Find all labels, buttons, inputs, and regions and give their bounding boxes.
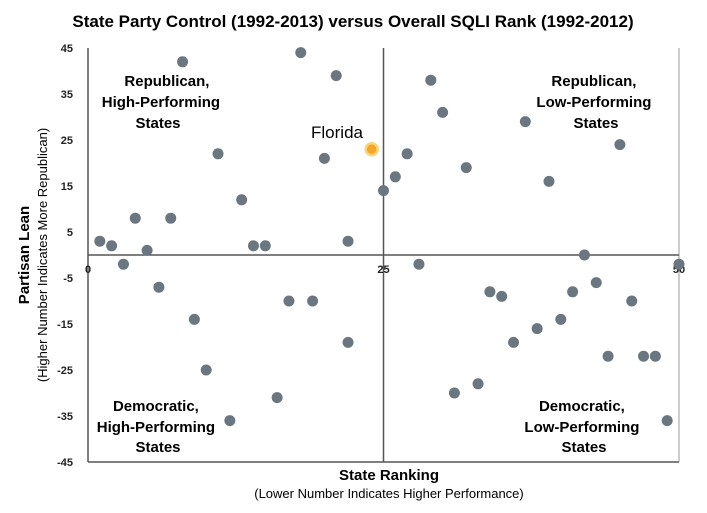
data-point bbox=[555, 313, 567, 325]
data-point bbox=[413, 258, 425, 270]
data-point bbox=[295, 47, 307, 59]
data-point bbox=[519, 116, 531, 128]
quadrant-label-top-left: Republican, High-Performing States bbox=[102, 73, 225, 132]
data-point bbox=[437, 106, 449, 118]
data-point bbox=[200, 364, 212, 376]
y-tick-label: -15 bbox=[57, 319, 73, 331]
y-tick-label: -45 bbox=[57, 457, 73, 469]
data-point bbox=[578, 249, 590, 261]
x-axis-title: State Ranking bbox=[339, 467, 439, 484]
data-point bbox=[342, 336, 354, 348]
data-point bbox=[673, 258, 685, 270]
data-point bbox=[508, 336, 520, 348]
data-point bbox=[283, 295, 295, 307]
data-point bbox=[236, 194, 248, 206]
quadrant-label-bottom-left: Democratic, High-Performing States bbox=[97, 398, 220, 456]
data-point bbox=[602, 350, 614, 362]
data-point bbox=[472, 378, 484, 390]
data-point bbox=[567, 286, 579, 298]
y-tick-label: -5 bbox=[63, 273, 73, 285]
data-point bbox=[259, 240, 271, 252]
x-tick-label: 0 bbox=[85, 264, 91, 276]
data-point bbox=[212, 148, 224, 160]
highlight-label: Florida bbox=[311, 123, 364, 142]
data-point bbox=[460, 162, 472, 174]
y-tick-label: 15 bbox=[61, 181, 73, 193]
data-point bbox=[188, 313, 200, 325]
data-points bbox=[94, 47, 685, 427]
y-tick-label: 25 bbox=[61, 135, 73, 147]
y-tick-label: 35 bbox=[61, 89, 73, 101]
y-tick-label: -25 bbox=[57, 365, 73, 377]
data-point bbox=[106, 240, 118, 252]
data-point bbox=[177, 56, 189, 68]
data-point bbox=[590, 277, 602, 289]
data-point bbox=[638, 350, 650, 362]
chart-title: State Party Control (1992-2013) versus O… bbox=[72, 12, 633, 31]
data-point bbox=[531, 323, 543, 335]
y-tick-labels: 45 35 25 15 5 -5 -15 -25 -35 -45 bbox=[57, 43, 73, 469]
y-tick-label: -35 bbox=[57, 411, 73, 423]
data-point bbox=[448, 387, 460, 399]
x-tick-labels: 0 25 50 bbox=[85, 264, 685, 276]
data-point bbox=[389, 171, 401, 183]
data-point bbox=[496, 290, 508, 302]
y-axis-title: Partisan Lean bbox=[16, 206, 33, 304]
data-point bbox=[484, 286, 496, 298]
highlight-point bbox=[364, 141, 379, 157]
x-axis-subtitle: (Lower Number Indicates Higher Performan… bbox=[254, 486, 524, 501]
data-point bbox=[247, 240, 259, 252]
data-point bbox=[224, 415, 236, 427]
data-point bbox=[378, 185, 389, 197]
data-point bbox=[330, 70, 342, 82]
y-tick-label: 5 bbox=[67, 227, 73, 239]
data-point bbox=[649, 350, 661, 362]
data-point bbox=[94, 235, 106, 247]
data-point bbox=[543, 175, 555, 187]
data-point bbox=[425, 74, 437, 86]
data-point bbox=[117, 258, 129, 270]
data-point bbox=[129, 212, 141, 224]
data-point bbox=[271, 392, 283, 404]
quadrant-label-bottom-right: Democratic, Low-Performing States bbox=[524, 398, 643, 456]
x-tick-label: 25 bbox=[377, 264, 389, 276]
data-point bbox=[401, 148, 413, 160]
y-axis-subtitle: (Higher Number Indicates More Republican… bbox=[35, 128, 50, 382]
y-tick-label: 45 bbox=[61, 43, 73, 55]
data-point bbox=[626, 295, 638, 307]
data-point bbox=[342, 235, 354, 247]
quadrant-label-top-right: Republican, Low-Performing States bbox=[536, 73, 655, 132]
data-point bbox=[318, 152, 330, 164]
data-point bbox=[307, 295, 319, 307]
data-point bbox=[165, 212, 177, 224]
data-point bbox=[141, 244, 153, 256]
data-point bbox=[614, 139, 626, 151]
data-point bbox=[661, 415, 673, 427]
data-point bbox=[153, 281, 165, 293]
